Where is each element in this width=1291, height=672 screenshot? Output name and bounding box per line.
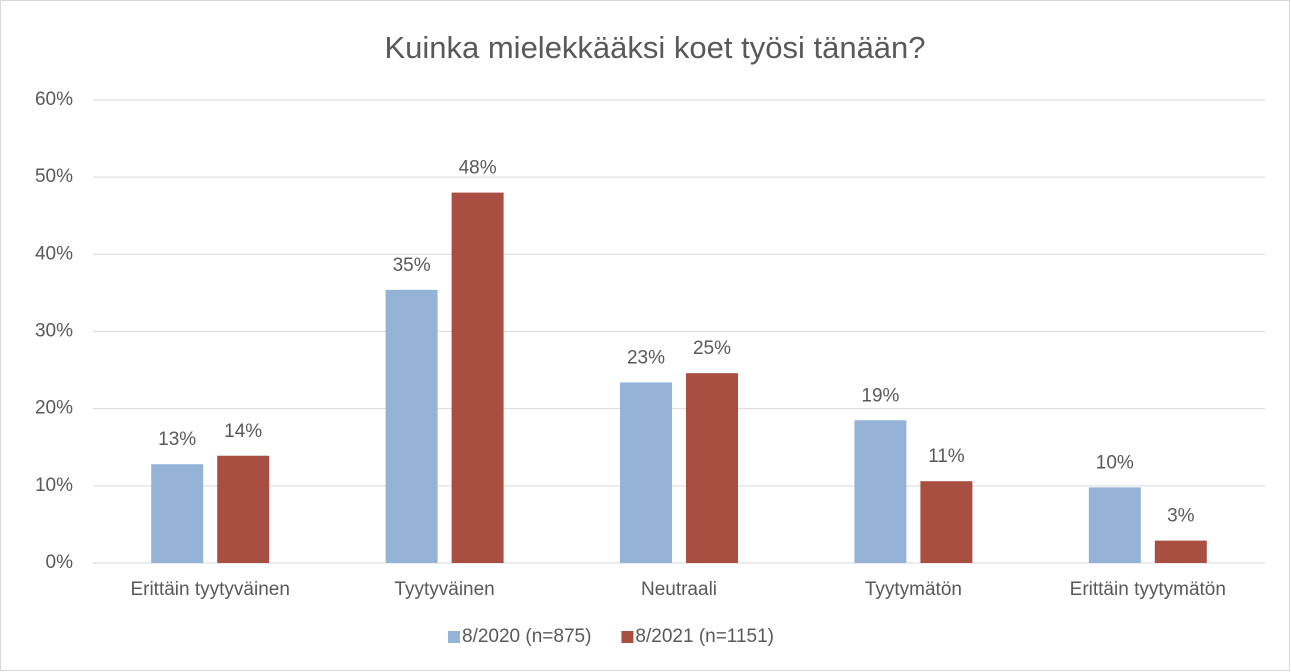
legend-swatch	[448, 631, 460, 643]
legend-swatch	[621, 631, 634, 643]
y-tick-label: 40%	[35, 243, 73, 264]
x-tick-label: Erittäin tyytyväinen	[130, 579, 289, 600]
data-label: 14%	[224, 421, 262, 442]
data-label: 13%	[158, 429, 196, 450]
y-tick-label: 60%	[35, 89, 73, 110]
data-label: 19%	[861, 385, 899, 406]
data-label: 48%	[459, 158, 497, 179]
legend-label: 8/2020 (n=875)	[462, 626, 591, 647]
data-label: 3%	[1167, 506, 1195, 527]
y-tick-label: 50%	[35, 166, 73, 187]
y-tick-label: 10%	[35, 475, 73, 496]
bar	[451, 192, 504, 563]
bar	[854, 420, 907, 563]
data-label: 11%	[928, 446, 965, 467]
bar	[217, 455, 270, 563]
bar	[385, 289, 438, 563]
x-tick-label: Tyytyväinen	[394, 579, 494, 600]
legend-label: 8/2021 (n=1151)	[635, 626, 774, 647]
x-tick-label: Neutraali	[641, 579, 717, 600]
data-label: 23%	[627, 347, 665, 368]
bar	[1154, 540, 1207, 563]
y-tick-label: 30%	[35, 321, 73, 342]
bar	[686, 373, 738, 563]
x-tick-label: Erittäin tyytymätön	[1070, 579, 1226, 600]
chart-title: Kuinka mielekkääksi koet työsi tänään?	[384, 30, 925, 65]
bar	[620, 382, 672, 563]
x-tick-label: Tyytymätön	[865, 579, 962, 600]
y-tick-label: 0%	[46, 552, 74, 573]
y-tick-label: 20%	[35, 398, 73, 419]
bar	[151, 464, 204, 563]
bar	[1088, 487, 1141, 563]
data-label: 25%	[693, 338, 731, 359]
data-label: 10%	[1096, 452, 1134, 473]
bar	[920, 481, 973, 563]
data-label: 35%	[393, 255, 431, 276]
